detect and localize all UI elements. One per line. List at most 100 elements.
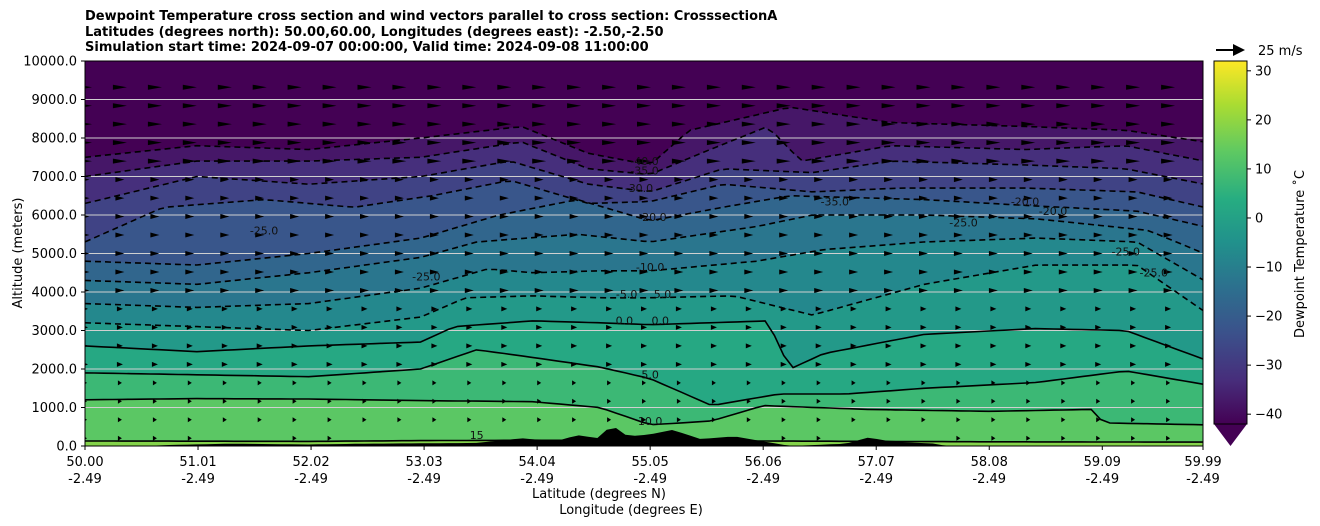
wind-vector-474 <box>919 232 928 238</box>
wind-key: 25 m/s <box>1216 44 1303 59</box>
wind-vector-52 <box>150 214 160 219</box>
wind-vector-498 <box>951 158 966 164</box>
wind-vector-514 <box>988 232 998 238</box>
wind-vector-543 <box>1061 435 1066 441</box>
wind-vector-9 <box>85 270 90 274</box>
wind-vector-527 <box>1025 361 1032 367</box>
wind-vector-609 <box>1165 324 1172 330</box>
wind-vector-354 <box>710 306 717 312</box>
wind-vector-173 <box>357 140 372 146</box>
wind-vector-230 <box>462 140 477 146</box>
wind-vector-569 <box>1095 324 1102 330</box>
x-tick-lon-10: -2.49 <box>1186 472 1220 487</box>
x-tick-lat-0: 50.00 <box>66 455 103 470</box>
wind-vector-464 <box>921 417 926 423</box>
wind-vector-532 <box>1023 269 1033 275</box>
wind-vector-61 <box>187 417 192 423</box>
wind-vector-256 <box>536 361 543 367</box>
wind-vector-94 <box>217 158 232 164</box>
wind-vector-389 <box>781 380 786 386</box>
wind-vector-175 <box>357 103 372 109</box>
wind-vector-78 <box>182 103 197 109</box>
wind-vector-560 <box>1056 121 1071 127</box>
wind-vector-66 <box>186 324 193 330</box>
wind-vector-420 <box>814 177 824 183</box>
y-tick-label-5: 5000.0 <box>32 247 78 262</box>
wind-vector-333 <box>675 343 682 349</box>
wind-vector-99 <box>257 417 262 423</box>
wind-vector-580 <box>1091 121 1106 127</box>
wind-vector-479 <box>916 140 931 146</box>
wind-vector-537 <box>1023 177 1033 183</box>
contour-label-9: 5.0 <box>641 369 659 382</box>
x-tick-lon-7: -2.49 <box>859 472 893 487</box>
wind-vector-174 <box>357 121 372 127</box>
wind-vector-161 <box>361 361 368 367</box>
wind-vector-366 <box>706 84 721 90</box>
wind-vector-546 <box>1061 380 1066 386</box>
wind-vector-509 <box>990 324 997 330</box>
wind-vector-477 <box>919 177 928 183</box>
wind-vector-469 <box>920 324 927 330</box>
wind-vector-53 <box>150 195 160 201</box>
wind-vector-219 <box>466 343 473 349</box>
wind-vector-383 <box>741 121 756 127</box>
wind-vector-385 <box>741 84 756 90</box>
wind-vector-223 <box>464 269 474 275</box>
wind-vector-394 <box>779 288 789 293</box>
wind-vector-155 <box>322 121 337 127</box>
wind-vector-177 <box>397 417 402 423</box>
wind-vector-365 <box>706 103 721 109</box>
wind-vector-467 <box>920 361 927 367</box>
wind-vector-578 <box>1091 158 1106 164</box>
wind-vector-374 <box>744 288 754 293</box>
wind-vector-143 <box>326 343 333 349</box>
wind-vector-407 <box>816 417 821 423</box>
wind-vector-412 <box>815 324 822 330</box>
wind-vector-214 <box>427 84 442 90</box>
wind-vector-423 <box>811 121 826 127</box>
y-tick-label-4: 4000.0 <box>32 286 78 301</box>
wind-vector-342 <box>674 177 684 183</box>
wind-vector-593 <box>1128 251 1138 256</box>
y-axis-label: Altitude (meters) <box>11 198 26 309</box>
wind-vector-85 <box>221 324 228 330</box>
contour-line-0 <box>85 106 1203 165</box>
wind-vector-10 <box>85 252 90 255</box>
cbar-tick-label-5: −20 <box>1255 310 1282 325</box>
wind-vector-197 <box>432 398 437 404</box>
wind-vector-237 <box>501 361 508 367</box>
wind-vector-21 <box>117 417 122 423</box>
wind-vector-225 <box>464 232 474 238</box>
wind-vector-595 <box>1128 214 1138 219</box>
wind-vector-231 <box>462 121 477 127</box>
wind-vector-72 <box>185 214 195 219</box>
wind-vector-319 <box>639 251 649 256</box>
wind-vector-475 <box>919 214 928 219</box>
wind-vector-535 <box>1023 214 1033 219</box>
wind-key-label: 25 m/s <box>1258 44 1303 59</box>
wind-vector-353 <box>710 324 717 330</box>
wind-vector-322 <box>639 195 649 201</box>
wind-vector-468 <box>920 343 927 349</box>
x-axis: 50.00 -2.49 51.01 -2.49 52.02 -2.49 53.03 -2.49… <box>66 446 1222 487</box>
wind-vector-584 <box>1131 417 1136 423</box>
wind-vector-172 <box>357 158 372 164</box>
wind-vector-6 <box>85 326 88 329</box>
wind-vector-218 <box>466 361 473 367</box>
wind-vector-557 <box>1058 177 1068 183</box>
wind-vector-419 <box>814 195 824 201</box>
wind-vector-123 <box>291 343 298 349</box>
wind-vector-287 <box>567 140 582 146</box>
wind-vector-484 <box>956 417 961 423</box>
wind-vector-502 <box>951 84 966 90</box>
wind-vector-290 <box>567 84 582 90</box>
wind-vector-379 <box>744 195 754 201</box>
wind-vector-553 <box>1058 251 1068 256</box>
cbar-tick-label-2: 10 <box>1255 162 1272 177</box>
wind-vector-83 <box>221 361 228 367</box>
wind-vector-171 <box>360 177 369 183</box>
y-tick-label-1: 1000.0 <box>32 401 78 416</box>
wind-vector-97 <box>217 103 232 109</box>
wind-vector-526 <box>1026 380 1031 386</box>
